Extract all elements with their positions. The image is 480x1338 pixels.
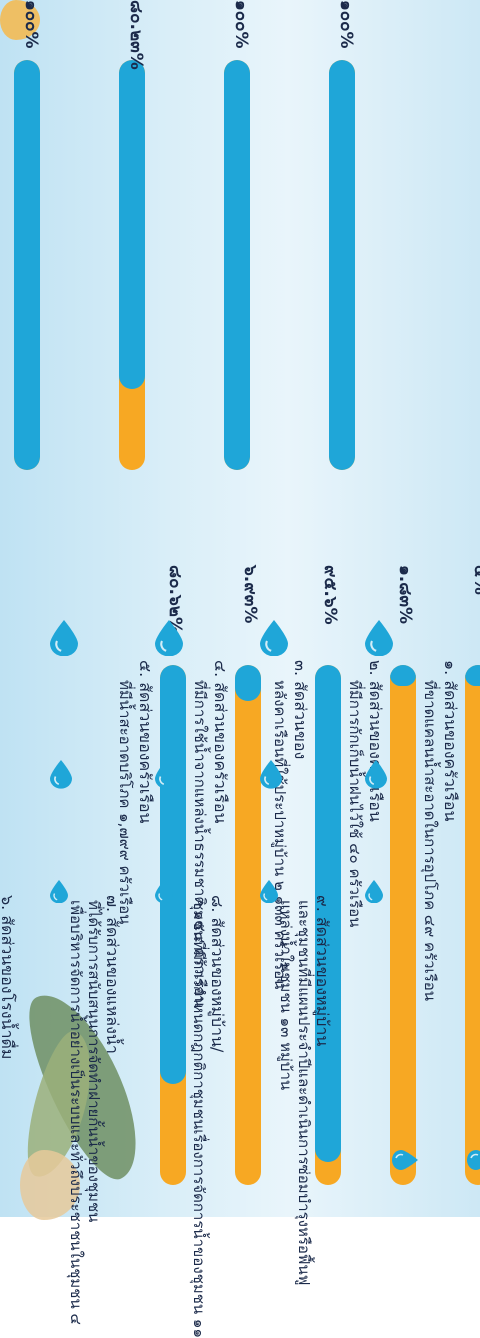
percent-label: ๑.๘๓% [395, 565, 415, 625]
item-detail: ที่มีการกักเก็บน้ำฝนไว้ใช้ ๔๐ ครัวเรือน [346, 680, 364, 928]
progress-fill [329, 60, 355, 470]
progress-fill [14, 60, 40, 470]
percent-label: ๔% [470, 565, 480, 595]
item-detail: ที่มีน้ำสะอาดบริโภค ๑,๗๙๙ ครัวเรือน [116, 680, 134, 925]
item-title: ๙. สัดส่วนของหมู่บ้าน [313, 895, 332, 1047]
progress-bar [224, 60, 250, 470]
progress-bar [119, 60, 145, 470]
progress-bar [465, 665, 480, 1185]
item-detail: ชุมชนที่มีการกำหนดกฎกติกาชุมชนเรื่องการจ… [190, 900, 208, 1338]
item-detail: เพื่อบริหารจัดการน้ำอย่างเป็นระบบและทั่ว… [67, 900, 85, 1325]
progress-fill [160, 665, 186, 1085]
item-detail: ที่ขาดแคลนน้ำสะอาดในการอุปโภค ๔๙ ครัวเรื… [421, 680, 439, 1001]
percent-label: ๖.๙๓% [240, 565, 260, 624]
progress-fill [224, 60, 250, 470]
item-title: ๗. สัดส่วนของแหล่งน้ำ [103, 895, 122, 1054]
progress-bar [329, 60, 355, 470]
progress-fill [390, 665, 416, 686]
item-title: ๕. สัดส่วนของครัวเรือน [136, 660, 155, 824]
item-detail: แหล่งน้ำในชุมชน ๑๓ หมู่บ้าน [277, 900, 295, 1091]
item-title: ๖. สัดส่วนของโรงน้ำดื่ม [0, 895, 17, 1060]
percent-label: ๑๐๐% [21, 0, 41, 49]
progress-bar [14, 60, 40, 470]
progress-bar [390, 665, 416, 1185]
item-detail: และชุมชนที่มีแผนประจำปีและดำเนินการซ่อมบ… [295, 900, 313, 1286]
progress-fill [465, 665, 480, 686]
progress-bar [160, 665, 186, 1185]
item-title: ๓. สัดส่วนของ [291, 660, 310, 760]
item-title: ๔. สัดส่วนของครัวเรือน [211, 660, 230, 824]
progress-fill [119, 60, 145, 389]
progress-fill [235, 665, 261, 702]
percent-label: ๑๐๐% [231, 0, 251, 49]
item-title: ๑. สัดส่วนของครัวเรือน [441, 660, 460, 822]
percent-label: ๑๐๐% [336, 0, 356, 49]
item-title: ๒. สัดส่วนของครัวเรือน [366, 660, 385, 822]
item-detail: ที่ได้รับการสนับสนุนการจัดทำฝายกั้นน้ำขอ… [85, 900, 103, 1223]
progress-bar [235, 665, 261, 1185]
percent-label: ๘๐.๒๓% [126, 0, 146, 70]
item-title: ๘. สัดส่วนของหมู่บ้าน/ [208, 895, 227, 1053]
percent-label: ๙๕.๖% [320, 565, 340, 625]
